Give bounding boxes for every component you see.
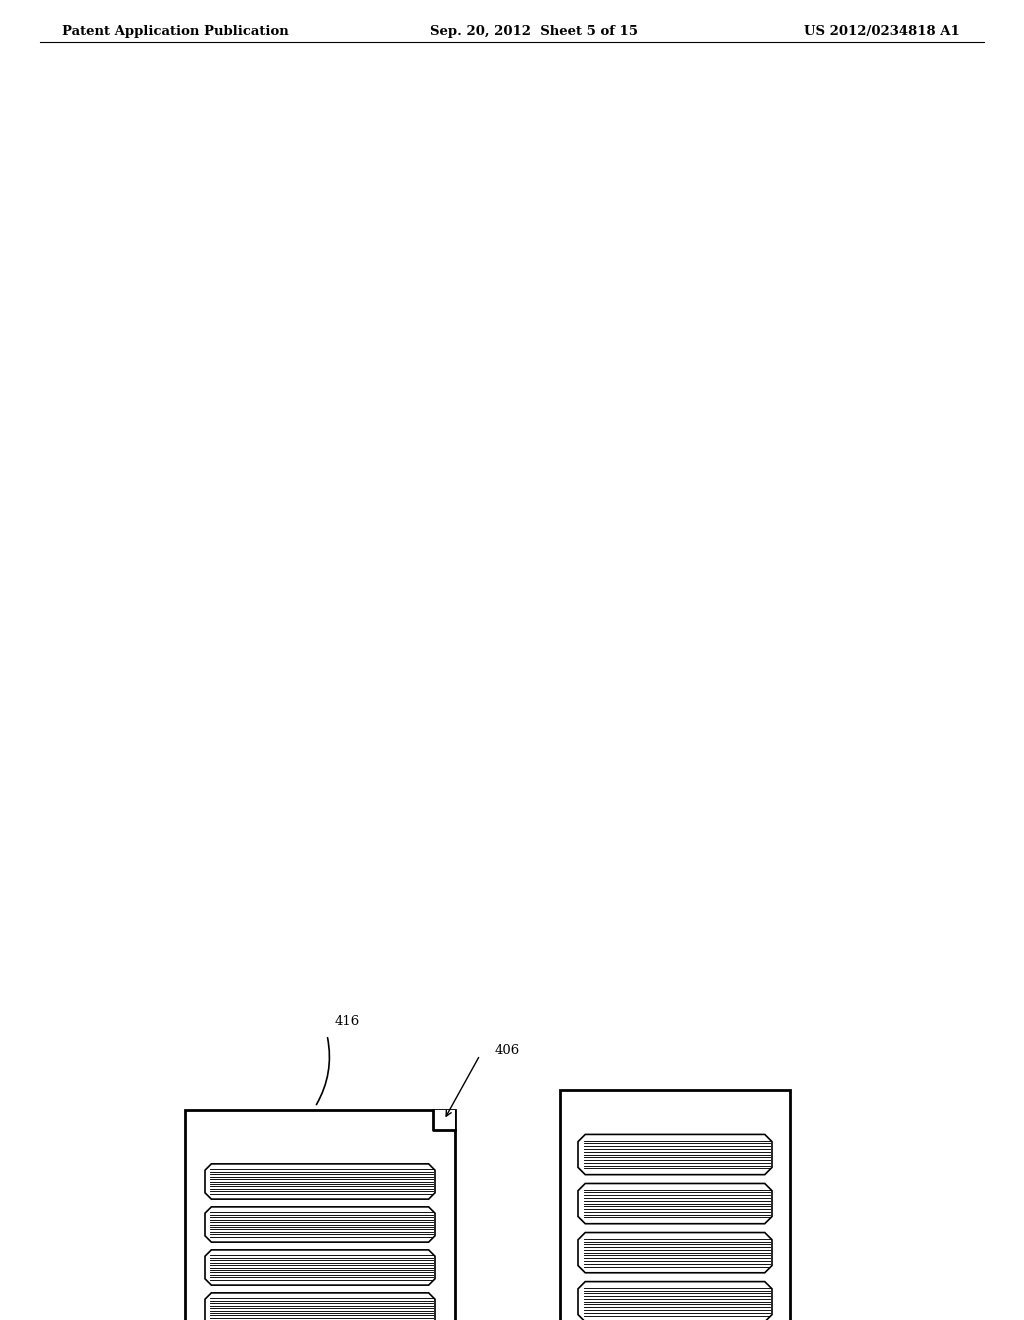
Text: 416: 416 [335,1015,360,1028]
Polygon shape [578,1233,772,1272]
Polygon shape [578,1184,772,1224]
Text: US 2012/0234818 A1: US 2012/0234818 A1 [804,25,961,38]
Polygon shape [205,1206,435,1242]
Polygon shape [578,1282,772,1320]
Text: Sep. 20, 2012  Sheet 5 of 15: Sep. 20, 2012 Sheet 5 of 15 [430,25,638,38]
Polygon shape [205,1292,435,1320]
Bar [433,1110,455,1130]
Polygon shape [205,1250,435,1286]
Polygon shape [205,1164,435,1199]
Text: 406: 406 [495,1044,520,1056]
FancyBboxPatch shape [560,1090,790,1320]
Polygon shape [578,1134,772,1175]
Text: Patent Application Publication: Patent Application Publication [62,25,289,38]
FancyBboxPatch shape [185,1110,455,1320]
